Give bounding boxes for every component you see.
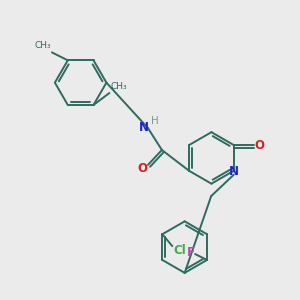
- Text: Cl: Cl: [174, 244, 187, 256]
- Text: O: O: [137, 162, 147, 175]
- Text: H: H: [151, 116, 159, 126]
- Text: N: N: [229, 165, 239, 178]
- Text: O: O: [254, 139, 265, 152]
- Text: CH₃: CH₃: [110, 82, 127, 91]
- Text: N: N: [139, 121, 149, 134]
- Text: F: F: [187, 245, 195, 259]
- Text: CH₃: CH₃: [34, 41, 51, 50]
